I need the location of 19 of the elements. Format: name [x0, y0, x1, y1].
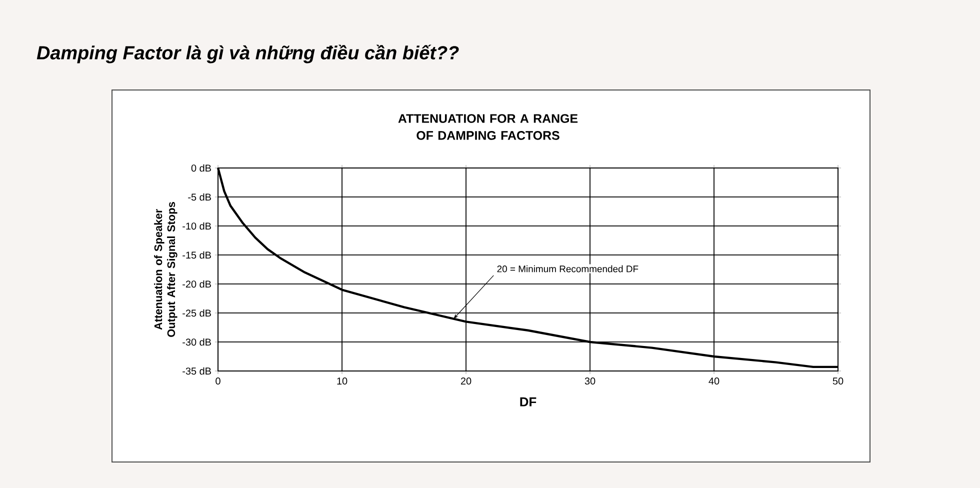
y-tick-label: -25 dB [182, 309, 211, 317]
y-axis-title: Attenuation of Speaker Output After Signal Stops [154, 202, 178, 337]
x-axis-title: DF [520, 397, 536, 406]
y-tick-label: -5 dB [188, 193, 211, 201]
x-tick-label: 20 [460, 378, 472, 385]
y-tick-label: -10 dB [182, 222, 211, 230]
chart-subtitle: ATTENUATION FOR A RANGE OF DAMPING FACTORS [398, 114, 578, 140]
y-tick-label: -30 dB [182, 338, 211, 346]
x-tick-label: 40 [708, 378, 720, 385]
x-tick-label: 10 [337, 378, 348, 385]
x-tick-label: 30 [584, 378, 596, 385]
x-tick-label: 50 [832, 378, 844, 385]
y-tick-label: -15 dB [182, 251, 211, 259]
chart-title: Damping Factor là gì và những điều cần biết?? [36, 44, 459, 64]
y-tick-label: -20 dB [182, 280, 211, 288]
y-tick-label: 0 dB [191, 164, 211, 172]
x-tick-label: 0 [216, 378, 220, 385]
y-tick-label: -35 dB [182, 367, 211, 375]
annotation: 20 = Minimum Recommended DF [497, 265, 638, 272]
